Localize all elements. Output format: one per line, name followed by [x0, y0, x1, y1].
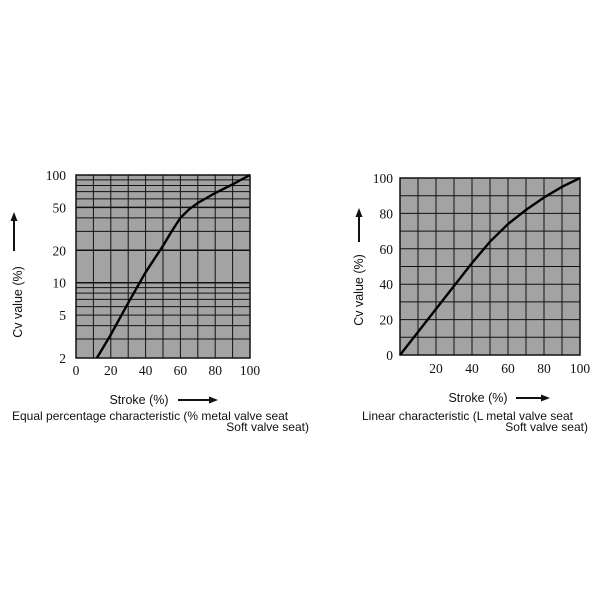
y-axis-arrow-left: [10, 212, 18, 251]
y-tick-label: 0: [386, 348, 393, 363]
y-tick-label: 60: [380, 242, 394, 257]
grid-left: [76, 175, 250, 358]
caption-right: Linear characteristic (L metal valve sea…: [362, 409, 574, 423]
x-tick-label: 80: [208, 363, 222, 378]
x-tick-labels-right: 20 40 60 80 100: [429, 361, 590, 376]
y-tick-label: 20: [380, 313, 394, 328]
x-axis-label-right: Stroke (%): [448, 391, 507, 405]
caption-right-line2: Soft valve seat): [505, 420, 588, 434]
y-axis-label-right: Cv value (%): [352, 254, 366, 326]
y-tick-label: 40: [380, 277, 394, 292]
y-tick-label: 80: [380, 206, 394, 221]
x-tick-label: 40: [465, 361, 479, 376]
x-axis-arrow-left: [178, 396, 218, 404]
x-tick-label: 20: [429, 361, 443, 376]
grid-right: [400, 178, 580, 355]
chart-equal-percentage: 0 20 40 60 80 100 2 5 10 20 50 100 Cv value (%) St…: [10, 168, 309, 434]
x-tick-label: 40: [139, 363, 153, 378]
series-line-right: [399, 176, 581, 356]
x-tick-label: 0: [73, 363, 80, 378]
y-tick-label: 5: [59, 308, 66, 323]
y-axis-label-left: Cv value (%): [11, 266, 25, 338]
x-tick-label: 60: [174, 363, 188, 378]
y-tick-label: 2: [59, 351, 66, 366]
x-tick-label: 80: [537, 361, 551, 376]
x-axis-arrow-right: [516, 394, 550, 402]
caption-left-line2: Soft valve seat): [226, 420, 309, 434]
y-tick-label: 20: [53, 243, 67, 258]
x-axis-label-left: Stroke (%): [109, 393, 168, 407]
series-line-left: [95, 173, 251, 359]
y-tick-label: 100: [46, 168, 67, 183]
x-tick-label: 100: [240, 363, 261, 378]
caption-left: Equal percentage characteristic (% metal…: [12, 409, 289, 423]
y-tick-label: 10: [53, 276, 67, 291]
y-tick-label: 100: [373, 171, 394, 186]
y-axis-arrow-right: [355, 208, 363, 242]
y-tick-label: 50: [53, 200, 67, 215]
chart-linear: 20 40 60 80 100 0 20 40 60 80 100 Cv value (%) St…: [352, 171, 590, 434]
y-tick-labels-right: 0 20 40 60 80 100: [373, 171, 394, 363]
x-tick-label: 60: [501, 361, 515, 376]
y-tick-labels-left: 2 5 10 20 50 100: [46, 168, 67, 366]
x-tick-label: 20: [104, 363, 118, 378]
x-tick-labels-left: 0 20 40 60 80 100: [73, 363, 261, 378]
x-tick-label: 100: [570, 361, 591, 376]
